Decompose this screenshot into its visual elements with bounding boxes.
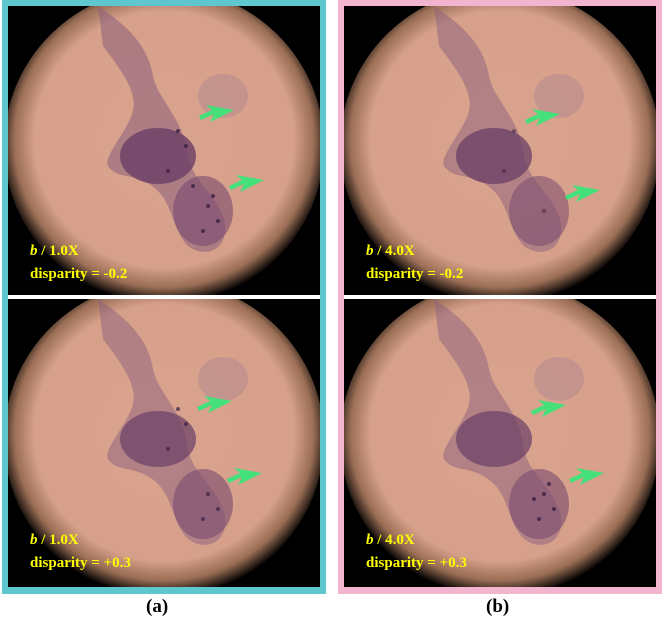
panel-a-frame: b / 1.0X disparity = -0.2 [2,0,326,594]
scale-label: b / 1.0X [30,243,79,259]
arrow-icon [199,105,264,192]
arrow-icon [531,400,604,485]
disparity-label: disparity = +0.3 [366,555,467,571]
microscope-view [8,299,320,587]
panel-a-bottom-image: b / 1.0X disparity = +0.3 [8,299,320,587]
scale-label: b / 1.0X [30,532,79,548]
panel-b-bottom-image: b / 4.0X disparity = +0.3 [344,299,656,587]
panel-b-frame: b / 4.0X disparity = -0.2 [338,0,662,594]
tissue-tail [173,176,233,246]
microscope-view [344,299,656,587]
panel-b-label: (b) [486,596,510,617]
divider [8,295,320,299]
divider [344,295,656,299]
microscope-view [344,6,656,295]
disparity-label: disparity = -0.2 [366,266,464,282]
tissue-lobe [120,128,196,184]
disparity-label: disparity = -0.2 [30,266,128,282]
panel-a-top-image: b / 1.0X disparity = -0.2 [8,6,320,295]
disparity-label: disparity = +0.3 [30,555,131,571]
arrow-icon [525,109,600,202]
scale-label: b / 4.0X [366,532,415,548]
scale-label: b / 4.0X [366,243,415,259]
panel-b-top-image: b / 4.0X disparity = -0.2 [344,6,656,295]
microscope-view [8,6,320,295]
panel-a-label: (a) [146,596,169,617]
arrow-icon [197,396,262,485]
